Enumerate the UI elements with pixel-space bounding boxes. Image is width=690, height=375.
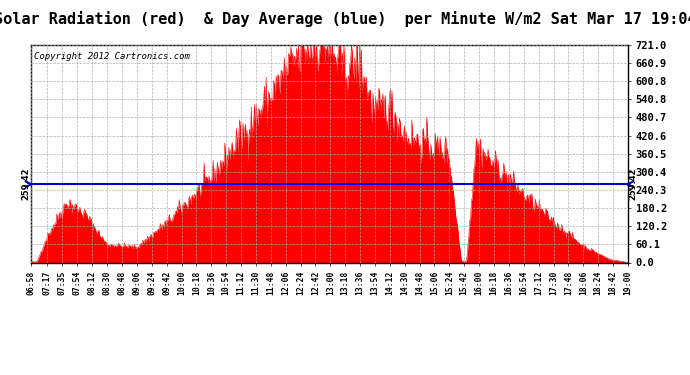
Text: 259.42: 259.42 bbox=[629, 168, 638, 201]
Text: Solar Radiation (red)  & Day Average (blue)  per Minute W/m2 Sat Mar 17 19:04: Solar Radiation (red) & Day Average (blu… bbox=[0, 11, 690, 27]
Text: Copyright 2012 Cartronics.com: Copyright 2012 Cartronics.com bbox=[34, 51, 190, 60]
Text: 259.42: 259.42 bbox=[21, 168, 30, 201]
